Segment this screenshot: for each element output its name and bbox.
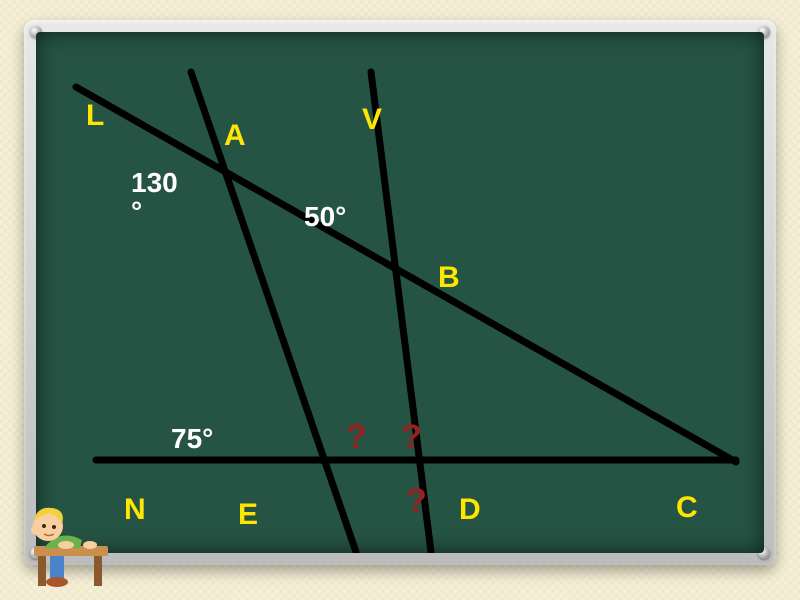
- point-label-B: B: [438, 262, 460, 294]
- desk-leg-left: [38, 556, 46, 586]
- point-label-E: E: [238, 499, 258, 531]
- point-label-N: N: [124, 494, 146, 526]
- point-label-D: D: [459, 494, 481, 526]
- desk-leg-right: [94, 556, 102, 586]
- student-eye-right: [52, 525, 56, 529]
- angle-label-ang50: 50°: [304, 202, 346, 231]
- unknown-q2: ?: [401, 420, 422, 456]
- chalkboard-frame: L A V B N E D C 130 ° 50° 75°???: [24, 20, 776, 565]
- line-LC: [76, 87, 736, 462]
- point-label-A: A: [224, 120, 246, 152]
- line-VD: [371, 72, 431, 552]
- point-label-C: C: [676, 492, 698, 524]
- student-eye-left: [42, 524, 46, 528]
- point-label-L: L: [86, 100, 104, 132]
- student-shoe: [46, 577, 68, 587]
- angle-label-ang75: 75°: [171, 424, 213, 453]
- student-hand-right: [83, 541, 97, 549]
- point-label-V: V: [362, 104, 382, 136]
- angle-label-ang130: 130 °: [131, 168, 178, 227]
- student-pants: [50, 556, 64, 580]
- geometry-diagram: [36, 32, 764, 553]
- line-AE: [191, 72, 356, 552]
- chalkboard: L A V B N E D C 130 ° 50° 75°???: [36, 32, 764, 553]
- unknown-q3: ?: [406, 484, 427, 520]
- student-hand-left: [58, 541, 74, 549]
- unknown-q1: ?: [346, 420, 367, 456]
- student-ear: [31, 526, 37, 534]
- student-clipart: [10, 482, 120, 592]
